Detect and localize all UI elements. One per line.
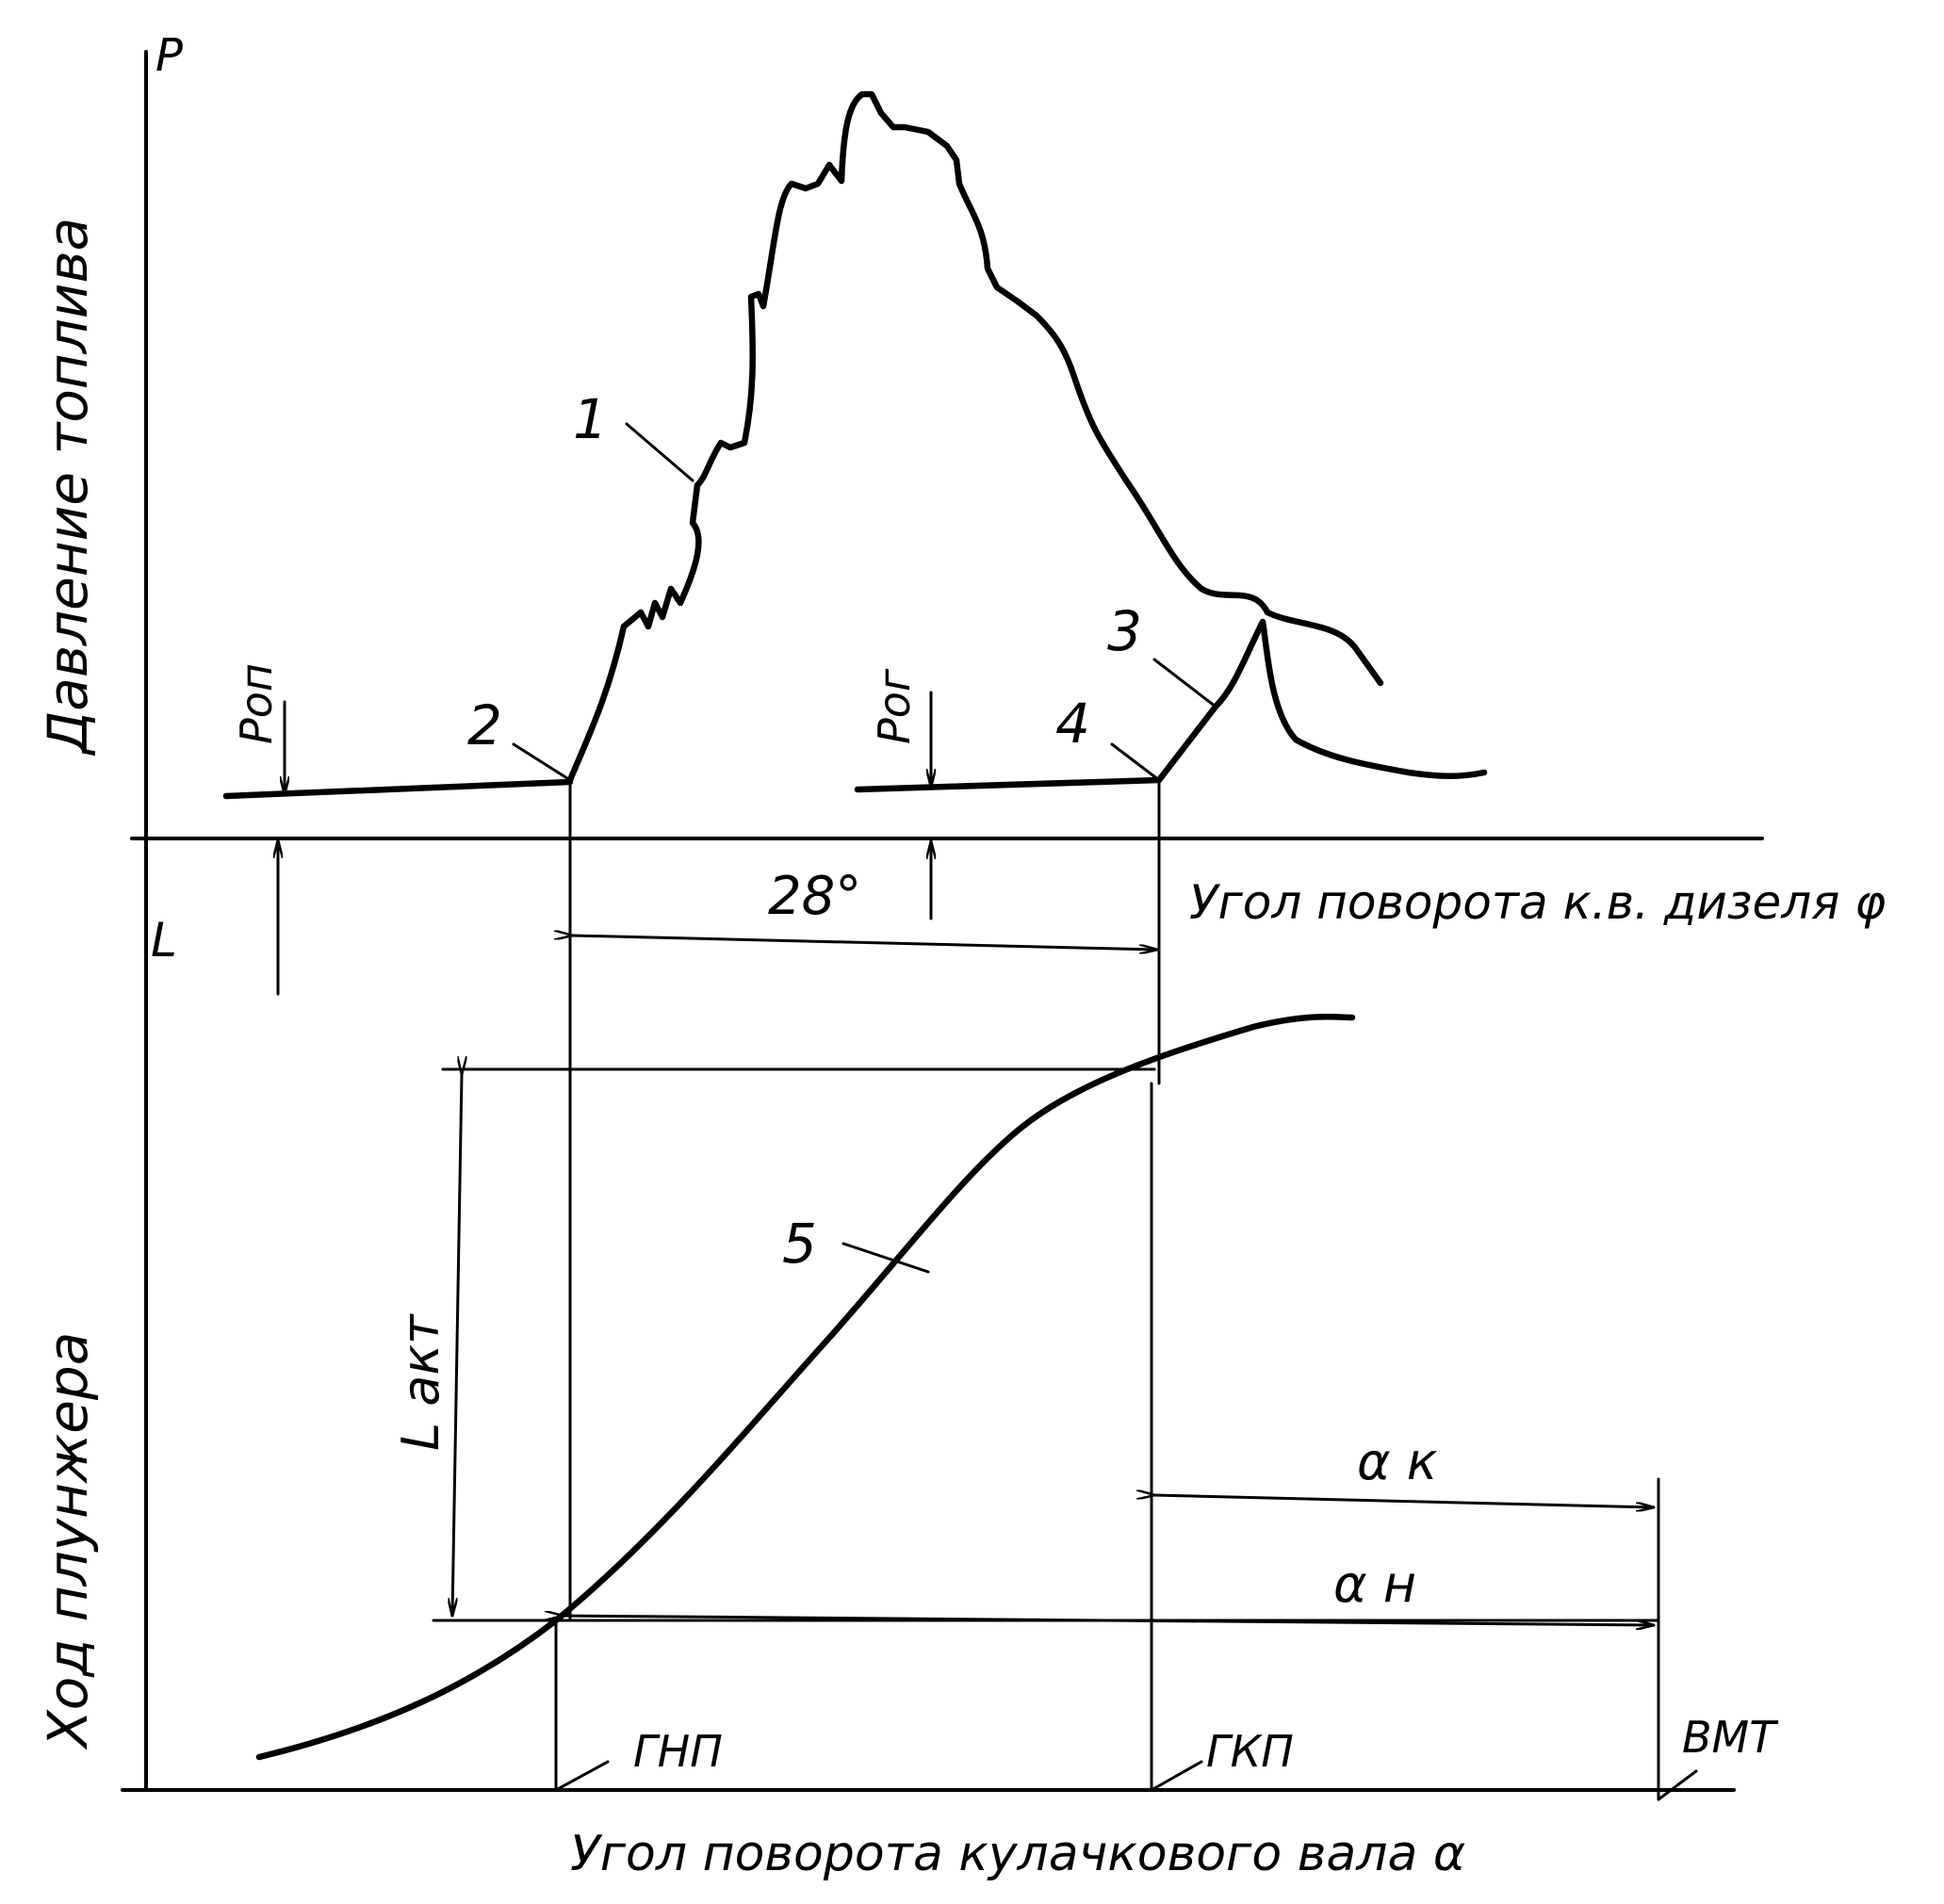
gkp-label: ГКП [1206,1726,1294,1777]
label-5: 5 [782,1212,817,1276]
alpha-k-label: α к [1357,1432,1438,1491]
gnp-label: ГНП [633,1726,723,1777]
l-akt-label: L акт [391,1313,450,1451]
top-y-symbol: P [155,29,183,82]
leader-3 [1154,659,1216,707]
top-y-title: Давление топлива [36,218,100,757]
bottom-x-title: Угол поворота кулачкового вала α [570,1826,1465,1882]
leader-2 [514,744,570,780]
angle-28-dimension [572,936,1157,950]
label-2: 2 [467,693,502,757]
leader-1 [627,424,693,480]
l-akt-dimension [452,1074,462,1616]
leader-gkp [1152,1762,1201,1790]
residual-pressure-line-left [226,782,570,796]
leader-gnp [556,1762,608,1790]
p-op-label: Pоп [231,663,282,744]
p-og-label: Pог [869,668,920,744]
leader-vmt [1658,1771,1696,1799]
alpha-k-dimension [1154,1495,1654,1507]
vmt-label: ВМТ [1682,1712,1779,1763]
label-3: 3 [1107,599,1142,663]
leader-5 [843,1244,928,1272]
leader-4 [1112,744,1159,780]
bottom-y-symbol: L [151,913,177,968]
label-1: 1 [573,387,608,451]
pressure-curve-1 [570,94,1380,780]
label-4: 4 [1055,692,1090,756]
residual-pressure-line-right [858,780,1159,789]
top-x-title: Угол поворота к.в. дизеля φ [1189,875,1886,930]
angle-28-label: 28° [768,866,861,927]
alpha-n-label: α н [1333,1554,1416,1614]
bottom-y-title: Ход плунжера [36,1332,100,1750]
